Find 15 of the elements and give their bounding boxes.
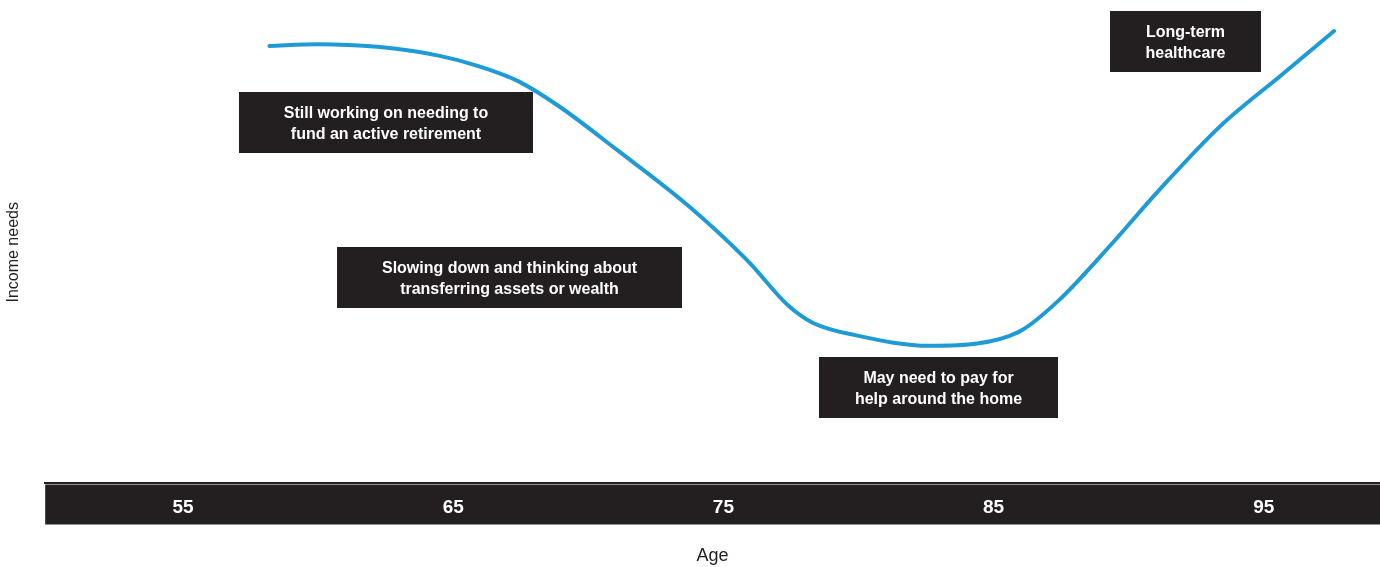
label-box: Slowing down and thinking about transferring assets or wealth	[337, 247, 682, 308]
annotation: Slowing down and thinking about transferring assets or wealth	[380, 257, 639, 299]
annotation: Still working on needing to fund an active retirement	[282, 102, 490, 144]
x-axis-title: Age	[696, 545, 729, 566]
label-box: Long-term healthcare	[1110, 11, 1261, 72]
x-tick-label: 85	[983, 496, 1005, 518]
y-axis-title: Income needs	[4, 202, 22, 303]
annotation: Long-term healthcare	[1144, 21, 1227, 63]
x-tick-label: 65	[442, 496, 465, 518]
x-tick-label: 55	[172, 496, 194, 518]
x-tick-label: 75	[712, 496, 735, 518]
x-tick-label: 95	[1253, 496, 1275, 518]
label-box: Still working on needing to fund an active retirement	[239, 92, 533, 153]
label-box: May need to pay for help around the home	[819, 357, 1058, 418]
annotation: May need to pay for help around the home	[853, 367, 1024, 409]
